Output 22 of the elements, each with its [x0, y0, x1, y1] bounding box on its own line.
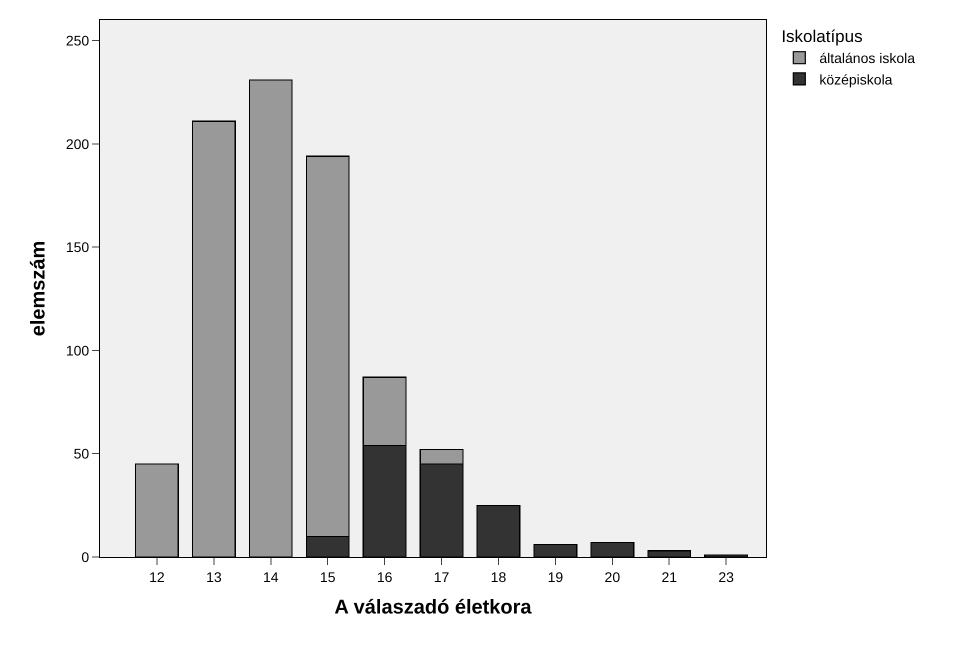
- x-tick-label: 18: [490, 568, 506, 585]
- y-tick-label: 100: [66, 342, 90, 358]
- y-tick-label: 200: [66, 136, 90, 152]
- x-tick-label: 12: [149, 568, 165, 585]
- x-tick-label: 16: [376, 568, 393, 585]
- x-tick-label: 14: [262, 568, 279, 585]
- x-tick-label: 21: [661, 568, 678, 585]
- y-tick-label: 50: [74, 446, 90, 462]
- x-tick-label: 23: [718, 568, 734, 585]
- x-tick-label: 20: [604, 568, 620, 585]
- x-tick-label: 19: [548, 568, 564, 585]
- legend-label: középiskola: [819, 71, 893, 88]
- x-tick-label: 15: [320, 568, 336, 585]
- x-tick-label: 17: [434, 568, 450, 585]
- x-axis-title: A válaszadó életkora: [334, 596, 532, 618]
- x-tick-label: 13: [206, 568, 222, 585]
- legend-title: Iskolatípus: [781, 27, 863, 46]
- y-tick-label: 0: [81, 548, 90, 565]
- y-axis-title: elemszám: [27, 240, 50, 336]
- y-tick-label: 150: [66, 239, 90, 256]
- y-tick-label: 250: [66, 32, 90, 49]
- legend-label: általános iskola: [819, 50, 916, 66]
